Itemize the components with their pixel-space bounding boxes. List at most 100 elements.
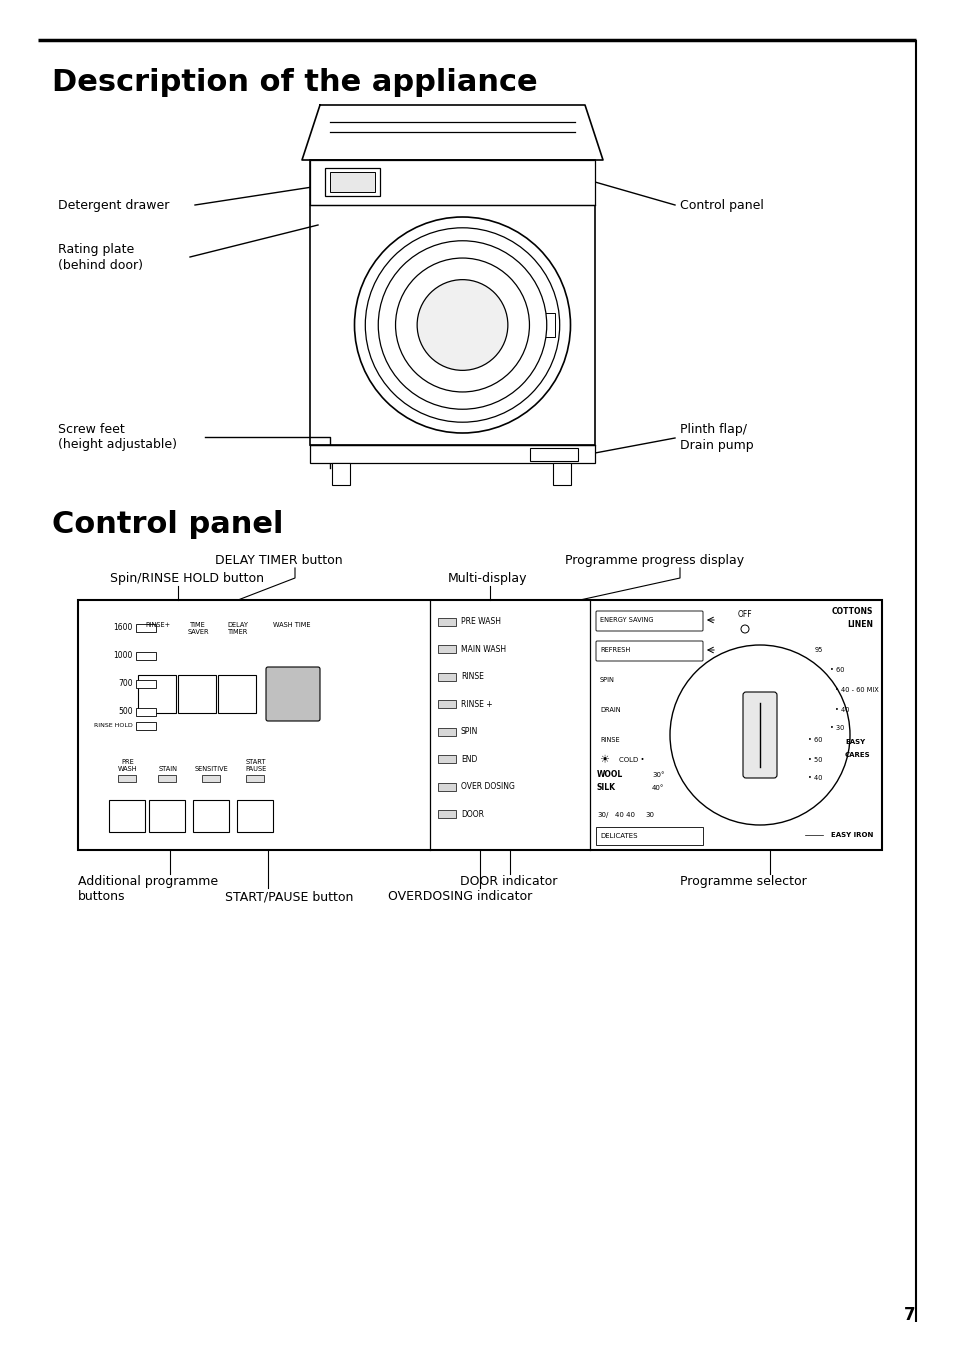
Polygon shape (302, 105, 602, 160)
Bar (437, 756, 456, 764)
Text: 7: 7 (903, 1306, 915, 1324)
Text: (behind door): (behind door) (58, 258, 143, 272)
Text: COTTONS: COTTONS (831, 607, 872, 617)
FancyBboxPatch shape (596, 611, 702, 631)
Text: DELICATES: DELICATES (599, 833, 637, 840)
Text: LINEN: LINEN (846, 621, 872, 630)
FancyBboxPatch shape (266, 667, 319, 721)
Text: RINSE HOLD: RINSE HOLD (94, 723, 132, 729)
Text: Description of the appliance: Description of the appliance (52, 68, 537, 97)
Text: PRE WASH: PRE WASH (460, 618, 500, 626)
Text: OVERDOSING indicator: OVERDOSING indicator (388, 890, 532, 903)
Text: Detergent drawer: Detergent drawer (58, 199, 170, 211)
Bar (136, 722, 156, 730)
Text: Control panel: Control panel (679, 199, 763, 211)
Bar (78, 600, 882, 850)
Text: • 40: • 40 (834, 707, 848, 713)
Text: REFRESH: REFRESH (599, 648, 630, 653)
Bar (543, 314, 555, 337)
Text: EASY IRON: EASY IRON (830, 831, 872, 838)
Text: 1600: 1600 (113, 623, 132, 633)
Text: START
PAUSE: START PAUSE (245, 758, 266, 772)
Bar (136, 680, 156, 688)
Bar (437, 645, 456, 653)
Text: OVER DOSING: OVER DOSING (460, 783, 515, 791)
Text: Programme progress display: Programme progress display (564, 554, 743, 566)
Text: DELAY TIMER button: DELAY TIMER button (214, 554, 342, 566)
Text: Drain pump: Drain pump (679, 439, 753, 453)
Text: DOOR: DOOR (460, 810, 483, 819)
Text: • 40 - 60 MIX: • 40 - 60 MIX (834, 687, 878, 694)
Circle shape (355, 218, 570, 433)
FancyBboxPatch shape (596, 641, 702, 661)
Text: Programme selector: Programme selector (679, 875, 806, 888)
Bar (437, 727, 456, 735)
Text: RINSE: RINSE (599, 737, 619, 744)
Text: 1000: 1000 (113, 652, 132, 661)
Text: WASH TIME: WASH TIME (273, 622, 311, 627)
Text: • 30: • 30 (829, 725, 843, 731)
Text: SILK: SILK (597, 784, 616, 792)
Bar (118, 775, 136, 781)
Text: WOOL: WOOL (597, 771, 622, 780)
Circle shape (377, 241, 546, 410)
FancyBboxPatch shape (742, 692, 776, 777)
Circle shape (669, 645, 849, 825)
Text: SENSITIVE: SENSITIVE (195, 767, 229, 772)
Text: 700: 700 (118, 680, 132, 688)
Text: 30°: 30° (651, 772, 664, 777)
Text: MAIN WASH: MAIN WASH (460, 645, 506, 654)
Text: Spin/RINSE HOLD button: Spin/RINSE HOLD button (110, 572, 264, 585)
Text: OFF: OFF (737, 611, 752, 619)
Text: (height adjustable): (height adjustable) (58, 438, 177, 452)
Bar (310, 160, 595, 206)
Bar (136, 625, 156, 631)
Text: • 50: • 50 (807, 757, 821, 763)
Text: END: END (460, 754, 476, 764)
Text: SPIN: SPIN (460, 727, 477, 737)
Text: ENERGY SAVING: ENERGY SAVING (599, 617, 653, 623)
Circle shape (365, 227, 559, 422)
Text: buttons: buttons (78, 890, 126, 903)
Circle shape (740, 625, 748, 633)
Bar (437, 700, 456, 708)
Text: 30/: 30/ (597, 813, 608, 818)
Bar (437, 618, 456, 626)
Text: 500: 500 (118, 707, 132, 717)
Bar (136, 708, 156, 717)
Text: ☀: ☀ (598, 754, 608, 765)
Bar (437, 810, 456, 818)
Bar (149, 800, 185, 831)
Bar (193, 800, 229, 831)
Text: START/PAUSE button: START/PAUSE button (225, 890, 353, 903)
Bar (202, 775, 220, 781)
Bar (236, 800, 273, 831)
Text: RINSE +: RINSE + (460, 700, 492, 708)
Bar (310, 160, 595, 445)
Text: • 60: • 60 (807, 737, 821, 744)
Text: • 60: • 60 (829, 667, 843, 673)
Bar (437, 673, 456, 681)
Circle shape (395, 258, 529, 392)
Bar (325, 168, 379, 196)
Text: • 40: • 40 (807, 775, 821, 781)
Text: RINSE+: RINSE+ (145, 622, 171, 627)
Bar (138, 675, 175, 713)
Text: 95: 95 (814, 648, 822, 653)
Text: Control panel: Control panel (52, 510, 283, 539)
Text: TIME
SAVER: TIME SAVER (187, 622, 209, 635)
Bar (330, 172, 375, 192)
Bar (437, 783, 456, 791)
Bar (158, 775, 175, 781)
Text: 30: 30 (644, 813, 654, 818)
Text: SPIN: SPIN (599, 677, 615, 683)
Text: STAIN: STAIN (158, 767, 177, 772)
Text: PRE
WASH: PRE WASH (118, 758, 137, 772)
Text: DELAY
TIMER: DELAY TIMER (227, 622, 248, 635)
Text: DRAIN: DRAIN (599, 707, 620, 713)
FancyBboxPatch shape (596, 827, 702, 845)
Circle shape (416, 280, 507, 370)
Bar (310, 445, 595, 462)
Bar (246, 775, 264, 781)
Bar (136, 652, 156, 660)
